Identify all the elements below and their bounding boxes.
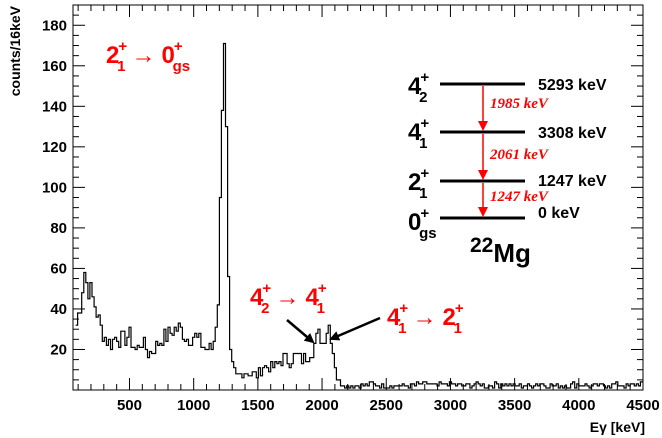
y-tick-label: 20 — [50, 341, 67, 358]
level-energy-5293: 5293 keV — [538, 77, 607, 94]
gamma-energy-1247: 1247 keV — [490, 189, 550, 205]
y-tick-label: 100 — [42, 179, 67, 196]
pointer-arrow-2061 — [329, 316, 381, 341]
axis-tick-labels: 500 1000 1500 2000 2500 3000 3500 4000 4500 20 40 6… — [42, 17, 660, 414]
x-tick-label: 500 — [117, 397, 142, 414]
spectrum-histogram-line — [75, 42, 643, 389]
y-tick-label: 40 — [50, 301, 67, 318]
y-tick-label: 140 — [42, 98, 67, 115]
level-energy-0: 0 keV — [538, 205, 580, 222]
y-tick-label: 180 — [42, 17, 67, 34]
axis-ticks — [73, 4, 644, 390]
x-tick-label: 4500 — [626, 397, 659, 414]
y-tick-label: 80 — [50, 220, 67, 237]
y-tick-label: 60 — [50, 260, 67, 277]
y-tick-label: 120 — [42, 139, 67, 156]
level-energy-1247: 1247 keV — [538, 173, 607, 190]
x-tick-label: 1000 — [177, 397, 210, 414]
x-tick-label: 4000 — [562, 397, 595, 414]
plot-frame — [72, 4, 644, 391]
level-spin-2-1: 2+ 1 — [408, 165, 429, 202]
x-tick-label: 3000 — [434, 397, 467, 414]
gamma-energy-1985: 1985 keV — [490, 96, 550, 112]
level-spin-4-1: 4+ 1 — [408, 115, 429, 152]
level-energy-3308: 3308 keV — [538, 125, 607, 142]
x-tick-label: 2500 — [370, 397, 403, 414]
y-tick-label: 160 — [42, 58, 67, 75]
level-scheme: 4+ 2 4+ 1 2+ 1 0+ gs 5293 keV 3308 keV 1247 … — [408, 69, 607, 268]
x-tick-label: 1500 — [241, 397, 274, 414]
gamma-energy-2061: 2061 keV — [489, 147, 550, 163]
peak-label-1985: 4+ 2 → 4+ 1 — [250, 280, 327, 317]
nucleus-label: 22Mg — [470, 234, 531, 268]
level-spin-0-gs: 0+ gs — [408, 205, 437, 242]
y-axis-title: counts/16keV — [7, 5, 23, 96]
x-axis-title: Eγ [keV] — [590, 419, 645, 435]
pointer-arrow-1985 — [286, 319, 315, 344]
x-tick-label: 2000 — [305, 397, 338, 414]
peak-label-1247: 2+ 1 → 0+ gs — [106, 38, 190, 75]
peak-label-2061: 4+ 1 → 2+ 1 — [387, 300, 464, 337]
x-tick-label: 3500 — [498, 397, 531, 414]
level-spin-4-2: 4+ 2 — [408, 69, 429, 106]
